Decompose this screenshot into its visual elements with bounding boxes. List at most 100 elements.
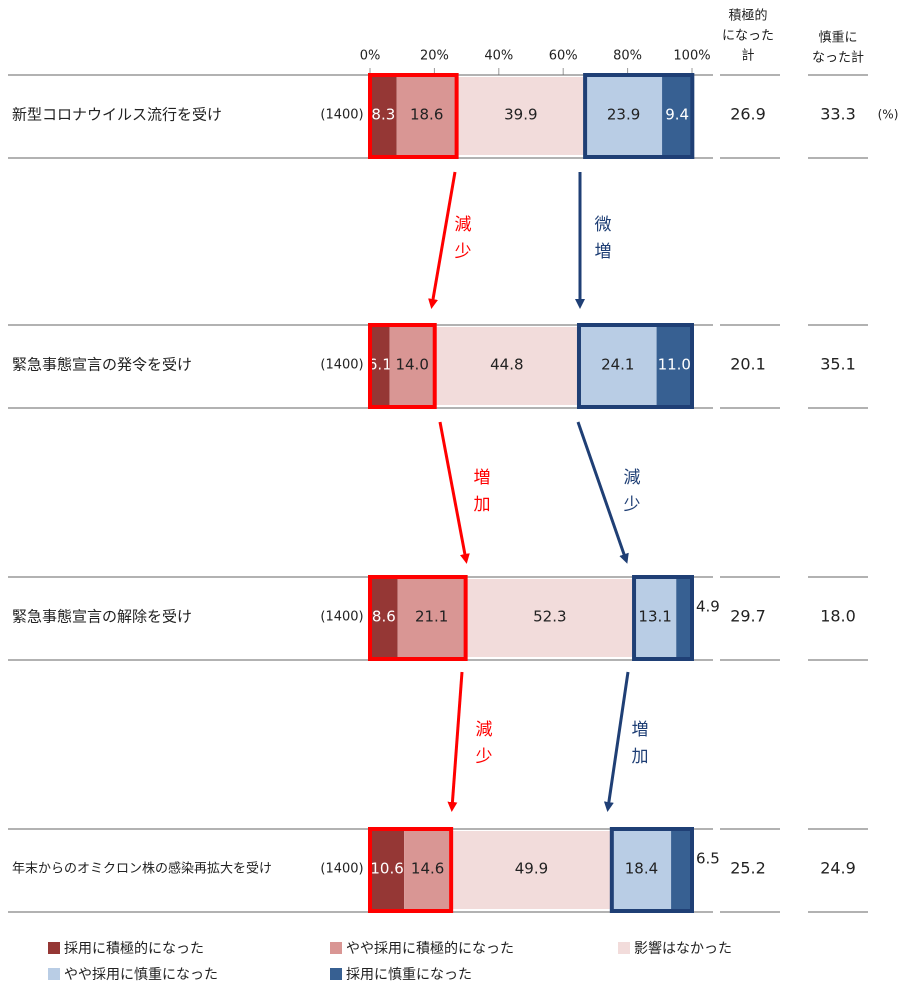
highlight-negative-r2 [576,323,695,409]
axis-tick-label-6: 100% [673,49,710,64]
header-positive-total-line-2: になった [722,29,774,44]
bar-segment-r2-s1 [370,327,390,405]
axis-tick-label-2: 20% [420,49,449,64]
negative-total-value-3: 18.0 [820,607,856,626]
change-arrow-negative-2 [576,421,629,564]
bar-segment-r3-s3 [465,579,635,657]
bar-segment-r2-s2 [389,327,435,405]
data-label-r3-s4: 13.1 [638,608,671,626]
legend-label-4: やや採用に慎重になった [64,967,218,983]
legend-label-1: 採用に積極的になった [64,941,204,957]
change-label-positive-2-line-2: 加 [474,495,491,515]
change-label-negative-3-line-2: 加 [632,747,649,767]
data-label-r1-s1: 8.3 [371,106,395,124]
bar-segment-r1-s5 [662,77,693,155]
category-label-4: 年末からのオミクロン株の感染再拡大を受け [12,861,272,877]
positive-total-value-3: 29.7 [730,607,766,626]
legend-swatch-4 [48,968,60,980]
negative-total-value-4: 24.9 [820,859,856,878]
bar-segment-r2-s5 [656,327,692,405]
positive-total-value-1: 26.9 [730,105,766,124]
change-label-positive-1-line-1: 減 [455,215,472,235]
bar-segment-r3-s4 [634,579,677,657]
data-label-r2-s2: 14.0 [395,356,428,374]
positive-total-value-2: 20.1 [730,355,766,374]
bar-segment-r1-s3 [456,77,586,155]
change-label-negative-2-line-1: 減 [624,468,641,488]
bar-segment-r4-s3 [451,831,612,909]
highlight-positive-r3 [368,575,468,661]
highlight-negative-r3 [632,575,694,661]
bar-segment-r4-s2 [404,831,452,909]
data-label-r4-s3: 49.9 [515,860,548,878]
header-positive-total-line-3: 計 [741,48,754,64]
highlight-positive-r4 [368,827,454,913]
data-label-r4-s2: 14.6 [411,860,444,878]
bar-segment-r2-s3 [434,327,579,405]
bar-segment-r4-s5 [671,831,692,909]
change-label-positive-2-line-1: 増 [474,468,491,488]
legend-item-4: やや採用に慎重になった [48,964,218,984]
data-label-r4-s5: 6.5 [696,850,720,868]
sample-size-label-2: (1400) [320,358,363,373]
bar-segment-r3-s1 [370,579,398,657]
change-label-positive-1-line-2: 少 [455,242,472,262]
axis-tick-label-1: 0% [360,49,381,64]
data-label-r1-s2: 18.6 [410,106,443,124]
data-label-r2-s4: 24.1 [601,356,634,374]
data-label-r4-s1: 10.6 [370,860,403,878]
change-label-positive-3-line-2: 少 [476,747,493,767]
data-label-r2-s1: 6.1 [368,356,392,374]
legend-item-1: 採用に積極的になった [48,938,204,958]
sample-size-label-3: (1400) [320,610,363,625]
category-label-1: 新型コロナウイルス流行を受け [12,106,222,124]
sample-size-label-4: (1400) [320,862,363,877]
axis-tick-label-4: 60% [549,49,578,64]
data-label-r2-s3: 44.8 [490,356,523,374]
legend-label-2: やや採用に積極的になった [346,941,514,957]
legend-item-5: 採用に慎重になった [330,964,472,984]
category-label-2: 緊急事態宣言の発令を受け [12,356,192,374]
legend-swatch-2 [330,942,342,954]
highlight-positive-r2 [368,323,437,409]
unit-label: (%) [878,108,899,122]
legend-label-5: 採用に慎重になった [346,967,472,983]
change-label-negative-2-line-2: 少 [624,495,641,515]
bar-segment-r2-s4 [578,327,657,405]
bar-segment-r1-s2 [396,77,457,155]
data-label-r3-s5: 4.9 [696,598,720,616]
data-label-r3-s1: 8.6 [372,608,396,626]
change-arrow-positive-3 [447,671,464,812]
bar-segment-r4-s4 [611,831,672,909]
data-label-r1-s4: 23.9 [607,106,640,124]
change-label-negative-3-line-1: 増 [632,720,649,740]
axis-tick-label-5: 80% [613,49,642,64]
legend-swatch-1 [48,942,60,954]
highlight-positive-r1 [368,73,459,159]
category-label-3: 緊急事態宣言の解除を受け [12,608,192,626]
data-label-r4-s4: 18.4 [625,860,658,878]
bar-segment-r3-s5 [676,579,692,657]
change-arrow-positive-1 [428,171,457,309]
negative-total-value-1: 33.3 [820,105,856,124]
change-arrow-positive-2 [438,421,470,564]
bar-segment-r4-s1 [370,831,405,909]
negative-total-value-2: 35.1 [820,355,856,374]
bar-segment-r1-s1 [370,77,397,155]
header-negative-total-line-2: なった計 [812,50,864,66]
data-label-r2-s5: 11.0 [658,356,691,374]
legend-item-3: 影響はなかった [618,938,732,958]
axis-tick-label-3: 40% [484,49,513,64]
data-label-r1-s5: 9.4 [665,106,689,124]
data-label-r1-s3: 39.9 [504,106,537,124]
bar-segment-r3-s2 [397,579,466,657]
data-label-r3-s3: 52.3 [533,608,566,626]
sample-size-label-1: (1400) [320,108,363,123]
legend-swatch-5 [330,968,342,980]
highlight-negative-r4 [609,827,695,913]
change-label-positive-3-line-1: 減 [476,720,493,740]
header-positive-total-line-1: 積極的 [728,8,767,24]
positive-total-value-4: 25.2 [730,859,766,878]
legend-label-3: 影響はなかった [634,941,732,957]
